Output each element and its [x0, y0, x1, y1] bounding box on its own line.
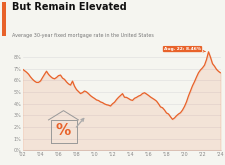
- Text: Average 30-year fixed mortgage rate in the United States: Average 30-year fixed mortgage rate in t…: [12, 33, 154, 38]
- Text: Aug. 22: 8.46%: Aug. 22: 8.46%: [164, 47, 205, 52]
- Text: %: %: [56, 123, 71, 138]
- Text: But Remain Elevated: But Remain Elevated: [12, 2, 127, 12]
